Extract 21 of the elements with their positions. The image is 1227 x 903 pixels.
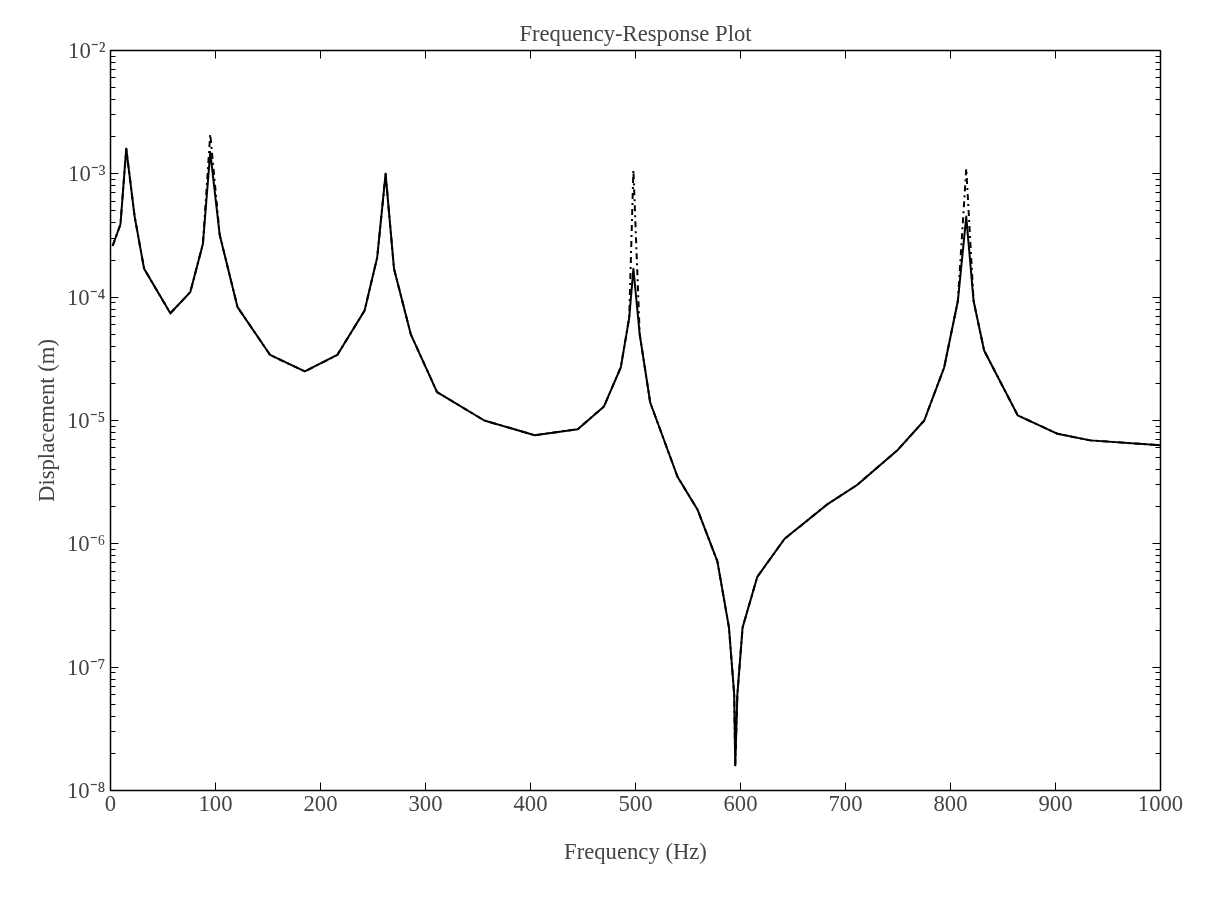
y-tick-label: 10⁻⁶ [66, 531, 106, 557]
y-tick-label: 10⁻³ [68, 161, 106, 187]
x-tick-label: 0 [104, 790, 117, 816]
x-axis-title: Frequency (Hz) [564, 838, 707, 864]
x-tick-label: 200 [303, 790, 338, 816]
x-tick-label: 400 [513, 790, 548, 816]
chart-title: Frequency-Response Plot [519, 20, 753, 46]
x-tick-label: 900 [1038, 790, 1073, 816]
x-tick-label: 600 [723, 790, 758, 816]
x-tick-label: 100 [198, 790, 233, 816]
y-tick-label: 10⁻⁵ [66, 408, 106, 433]
y-tick-label: 10⁻² [68, 38, 106, 63]
y-axis-title: Displacement (m) [33, 339, 59, 502]
y-tick-label: 10⁻⁷ [66, 654, 106, 680]
x-tick-label: 500 [618, 790, 653, 816]
x-tick-label: 700 [828, 790, 863, 816]
y-tick-label: 10⁻⁴ [66, 284, 106, 310]
x-tick-label: 300 [408, 790, 443, 816]
x-tick-label: 1000 [1137, 790, 1184, 816]
x-tick-label: 800 [933, 790, 968, 816]
y-tick-label: 10⁻⁸ [66, 778, 106, 803]
